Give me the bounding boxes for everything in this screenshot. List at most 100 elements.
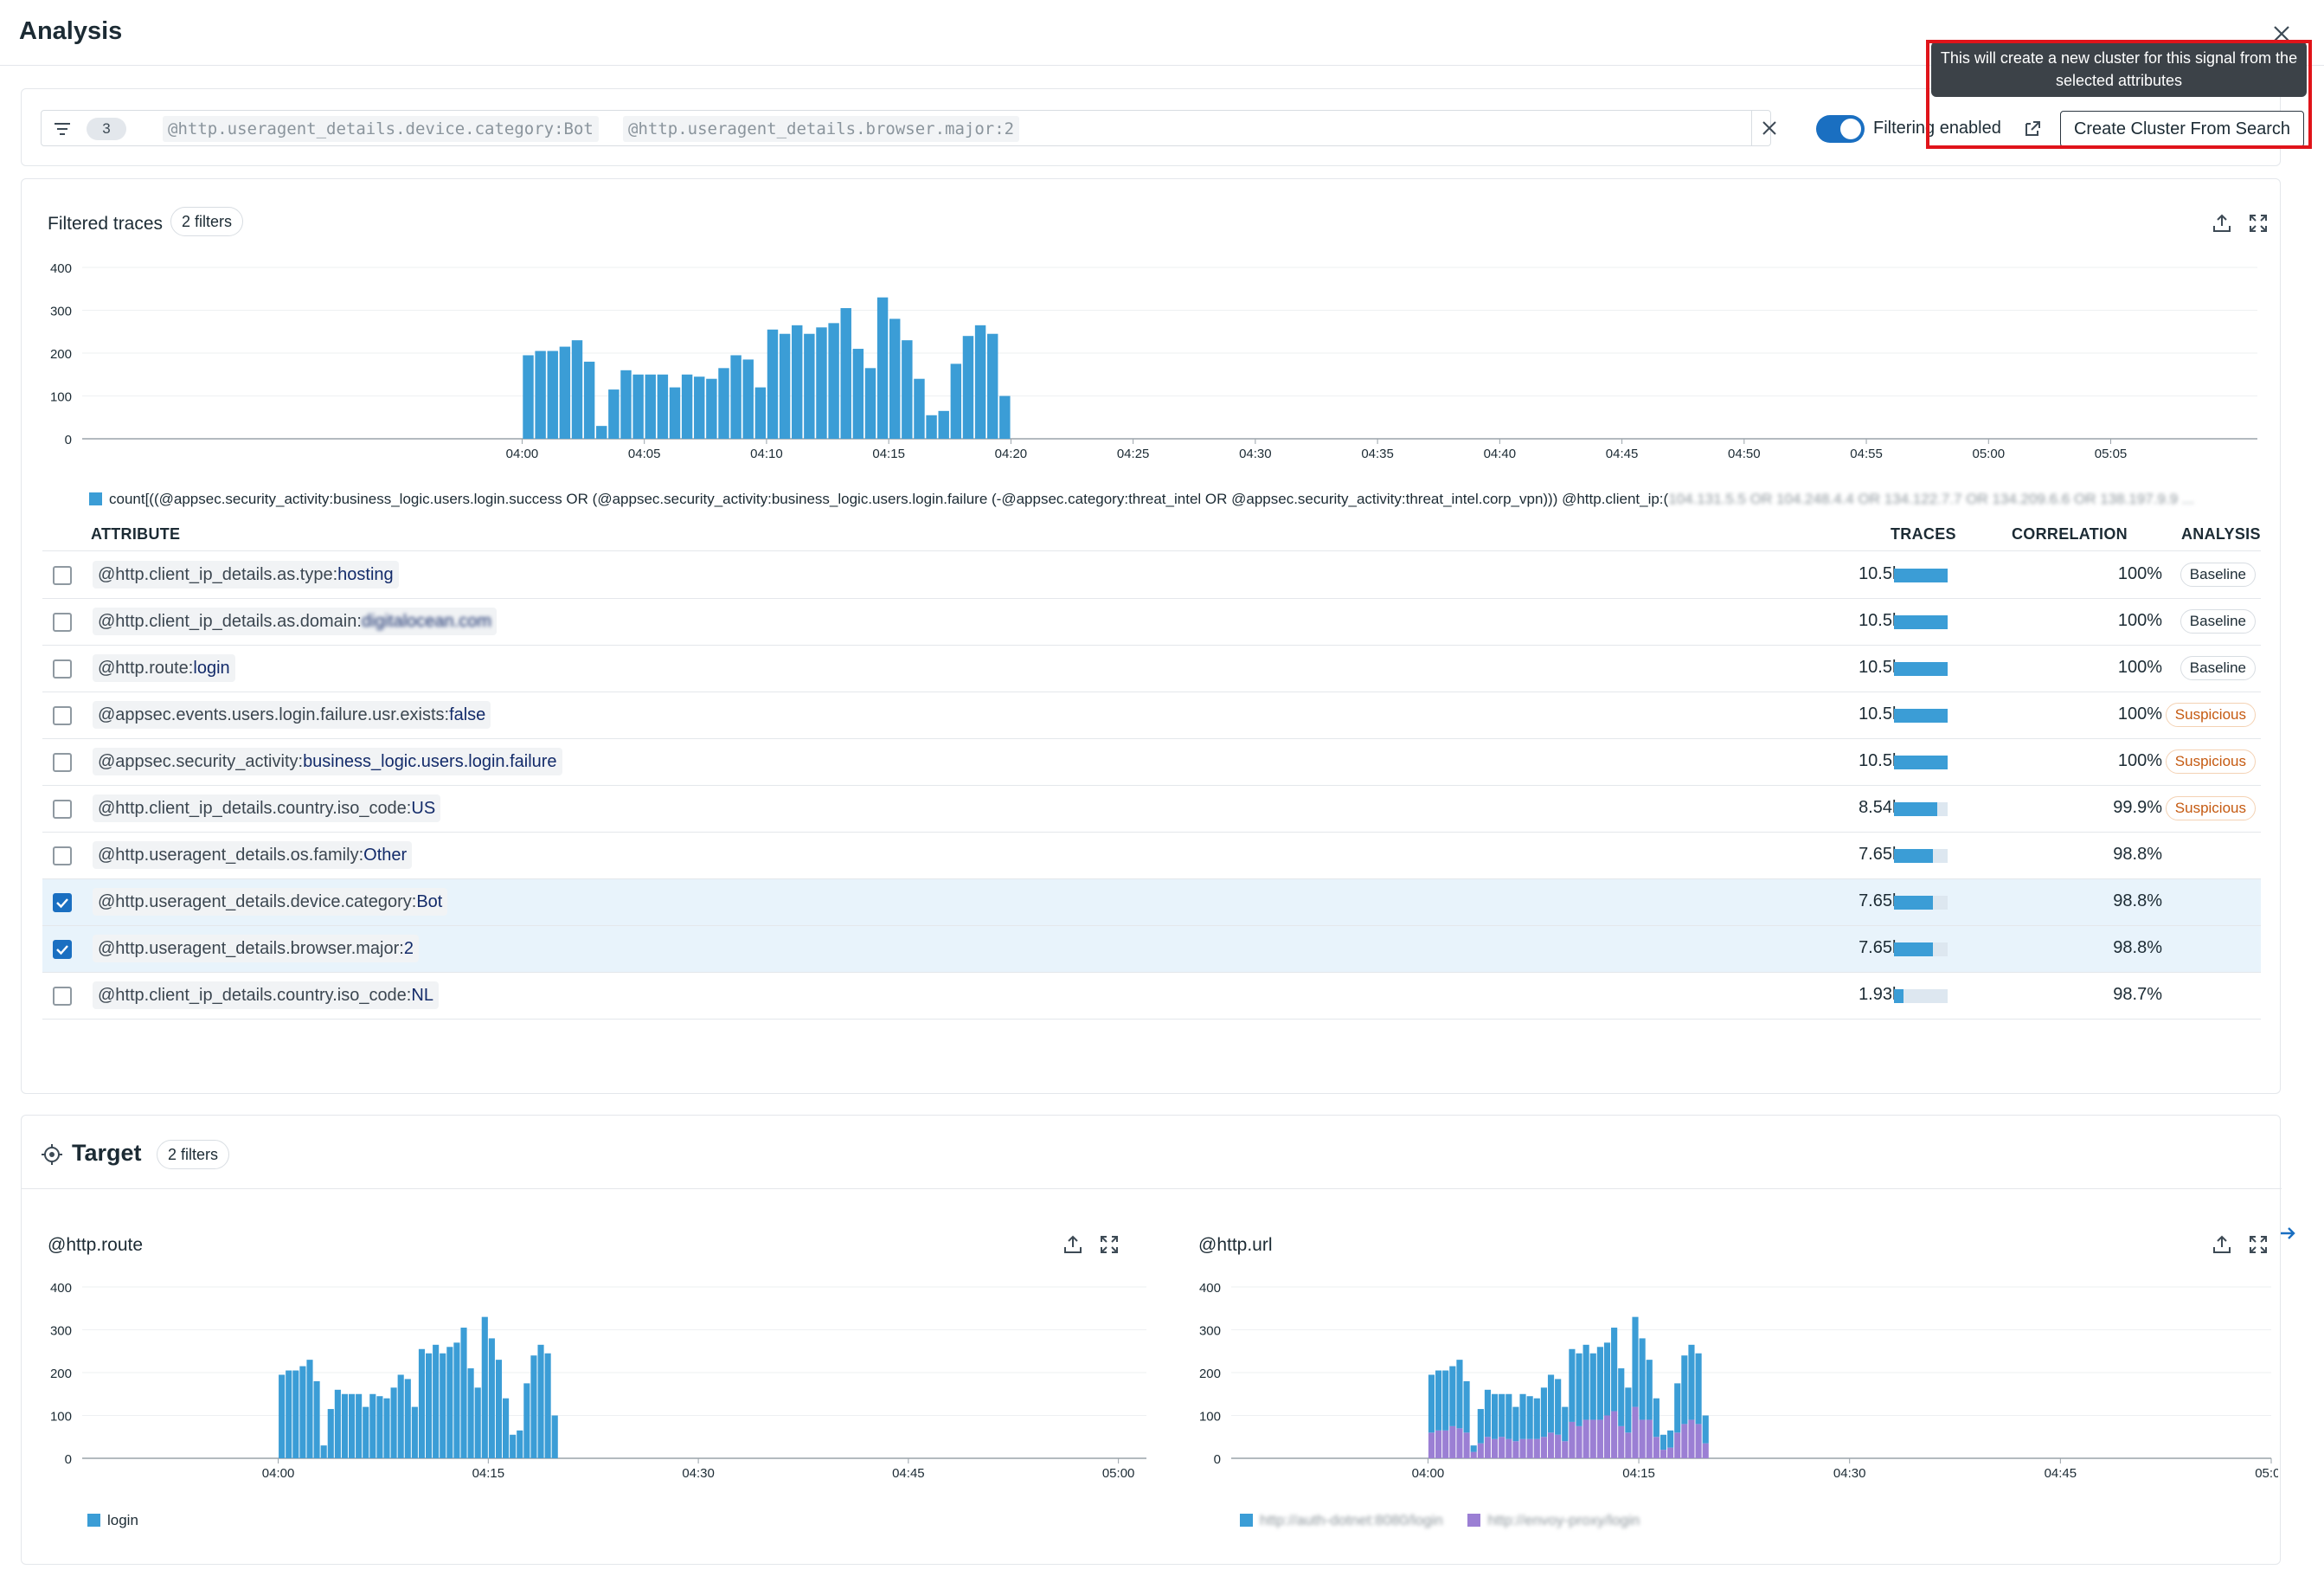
chart-bar — [433, 1344, 440, 1458]
correlation-value: 98.7% — [2113, 985, 2162, 1004]
row-checkbox[interactable] — [53, 613, 72, 632]
chart-bar — [327, 1409, 334, 1458]
attribute-pill[interactable]: @http.useragent_details.browser.major:2 — [93, 935, 419, 962]
external-link-icon[interactable] — [2019, 115, 2046, 143]
attribute-pill[interactable]: @appsec.security_activity:business_logic… — [93, 748, 562, 775]
chart-bar — [840, 308, 851, 439]
row-checkbox[interactable] — [53, 987, 72, 1006]
chart-bar — [334, 1389, 341, 1458]
attribute-pill[interactable]: @http.client_ip_details.as.type:hosting — [93, 561, 399, 589]
filtering-toggle[interactable] — [1816, 115, 1865, 143]
chart-bar — [828, 323, 839, 439]
attribute-pill[interactable]: @http.useragent_details.device.category:… — [93, 888, 448, 916]
chart-bar — [620, 370, 632, 439]
correlation-value: 98.8% — [2113, 891, 2162, 910]
attribute-value: digitalocean.com — [361, 612, 492, 631]
chart-bar — [986, 333, 998, 439]
check-icon — [56, 945, 68, 955]
chart-bar — [1611, 1411, 1618, 1458]
filters-badge[interactable]: 2 filters — [157, 1140, 230, 1169]
row-checkbox[interactable] — [53, 800, 72, 819]
attribute-value: login — [193, 659, 230, 678]
chart-bar — [1681, 1355, 1688, 1425]
export-icon[interactable] — [1062, 1233, 1084, 1256]
chart-bar — [313, 1380, 320, 1458]
x-tick-label: 04:40 — [1484, 447, 1517, 461]
expand-icon[interactable] — [1098, 1233, 1120, 1256]
chart-bar — [523, 355, 534, 439]
expand-icon[interactable] — [2247, 1233, 2269, 1256]
column-header-correlation[interactable]: CORRELATION — [2012, 525, 2128, 543]
row-checkbox[interactable] — [53, 893, 72, 912]
table-row[interactable]: @http.route:login 10.5k 100% Baseline — [42, 646, 2261, 692]
x-tick-label: 04:45 — [1606, 447, 1639, 461]
attribute-value: US — [411, 799, 436, 818]
filter-chip[interactable]: @http.useragent_details.device.category:… — [163, 116, 599, 142]
attribute-pill[interactable]: @http.useragent_details.os.family:Other — [93, 841, 413, 869]
table-row[interactable]: @http.useragent_details.browser.major:2 7… — [42, 926, 2261, 973]
next-page-icon[interactable] — [2269, 1216, 2304, 1251]
chart-bar — [383, 1398, 390, 1458]
table-row[interactable]: @http.client_ip_details.as.domain:digita… — [42, 599, 2261, 646]
attribute-key: @http.client_ip_details.country.iso_code… — [98, 986, 412, 1005]
attribute-pill[interactable]: @appsec.events.users.login.failure.usr.e… — [93, 701, 491, 729]
table-row[interactable]: @http.useragent_details.device.category:… — [42, 879, 2261, 926]
attribute-pill[interactable]: @http.client_ip_details.country.iso_code… — [93, 794, 441, 822]
target-icon — [42, 1144, 62, 1165]
chart-bar — [1646, 1419, 1653, 1458]
export-icon[interactable] — [2211, 212, 2233, 235]
attribute-pill[interactable]: @http.client_ip_details.country.iso_code… — [93, 981, 439, 1009]
expand-icon[interactable] — [2247, 212, 2269, 235]
clear-filters-button[interactable] — [1751, 111, 1786, 145]
attribute-value: false — [449, 705, 486, 724]
traces-bar-fill — [1894, 709, 1948, 723]
traces-bar — [1894, 569, 1948, 582]
table-row[interactable]: @appsec.events.users.login.failure.usr.e… — [42, 692, 2261, 739]
chart-bar — [1456, 1428, 1463, 1458]
table-row[interactable]: @http.client_ip_details.as.type:hosting 1… — [42, 552, 2261, 599]
column-header-traces[interactable]: TRACES — [1891, 525, 1956, 543]
attribute-key: @http.useragent_details.device.category: — [98, 892, 417, 911]
row-checkbox[interactable] — [53, 659, 72, 679]
attribute-pill[interactable]: @http.client_ip_details.as.domain:digita… — [93, 608, 498, 635]
table-row[interactable]: @http.client_ip_details.country.iso_code… — [42, 786, 2261, 833]
table-row[interactable]: @http.client_ip_details.country.iso_code… — [42, 973, 2261, 1020]
chart-bar — [495, 1360, 503, 1458]
row-checkbox[interactable] — [53, 940, 72, 959]
table-row[interactable]: @http.useragent_details.os.family:Other 7… — [42, 833, 2261, 879]
column-header-analysis[interactable]: ANALYSIS — [2181, 525, 2261, 543]
chart-bar — [1540, 1437, 1547, 1458]
table-row[interactable]: @appsec.security_activity:business_logic… — [42, 739, 2261, 786]
traces-bar-fill — [1894, 662, 1948, 676]
chart-bar — [681, 374, 693, 439]
filter-search-bar[interactable]: 3 @http.useragent_details.device.categor… — [41, 110, 1776, 146]
row-checkbox[interactable] — [53, 753, 72, 772]
correlation-value: 99.9% — [2113, 798, 2162, 817]
y-tick-label: 0 — [65, 433, 72, 447]
export-icon[interactable] — [2211, 1233, 2233, 1256]
chart-bar — [363, 1406, 369, 1458]
x-tick-label: 05:00 — [1973, 447, 2006, 461]
chart-bar — [341, 1393, 349, 1458]
column-header-attribute[interactable]: ATTRIBUTE — [91, 525, 181, 543]
section-title: Target — [72, 1140, 142, 1166]
chart-bar — [1639, 1338, 1646, 1420]
filter-icon[interactable] — [52, 119, 73, 139]
chart-bar — [669, 387, 681, 439]
row-checkbox[interactable] — [53, 846, 72, 865]
chart-bar — [299, 1366, 306, 1458]
chart-bar — [510, 1434, 517, 1458]
close-icon[interactable] — [2267, 19, 2296, 48]
traces-bar-fill — [1894, 615, 1948, 629]
chart-bar — [1547, 1432, 1555, 1458]
x-tick-label: 04:00 — [262, 1466, 295, 1481]
chart-bar — [376, 1396, 383, 1458]
filter-chip[interactable]: @http.useragent_details.browser.major:2 — [623, 116, 1020, 142]
y-tick-label: 400 — [50, 1281, 72, 1296]
row-checkbox[interactable] — [53, 566, 72, 585]
row-checkbox[interactable] — [53, 706, 72, 725]
analysis-badge: Baseline — [2180, 609, 2256, 634]
attribute-pill[interactable]: @http.route:login — [93, 654, 235, 682]
chart-bar — [286, 1370, 292, 1458]
filters-badge[interactable]: 2 filters — [170, 207, 244, 236]
